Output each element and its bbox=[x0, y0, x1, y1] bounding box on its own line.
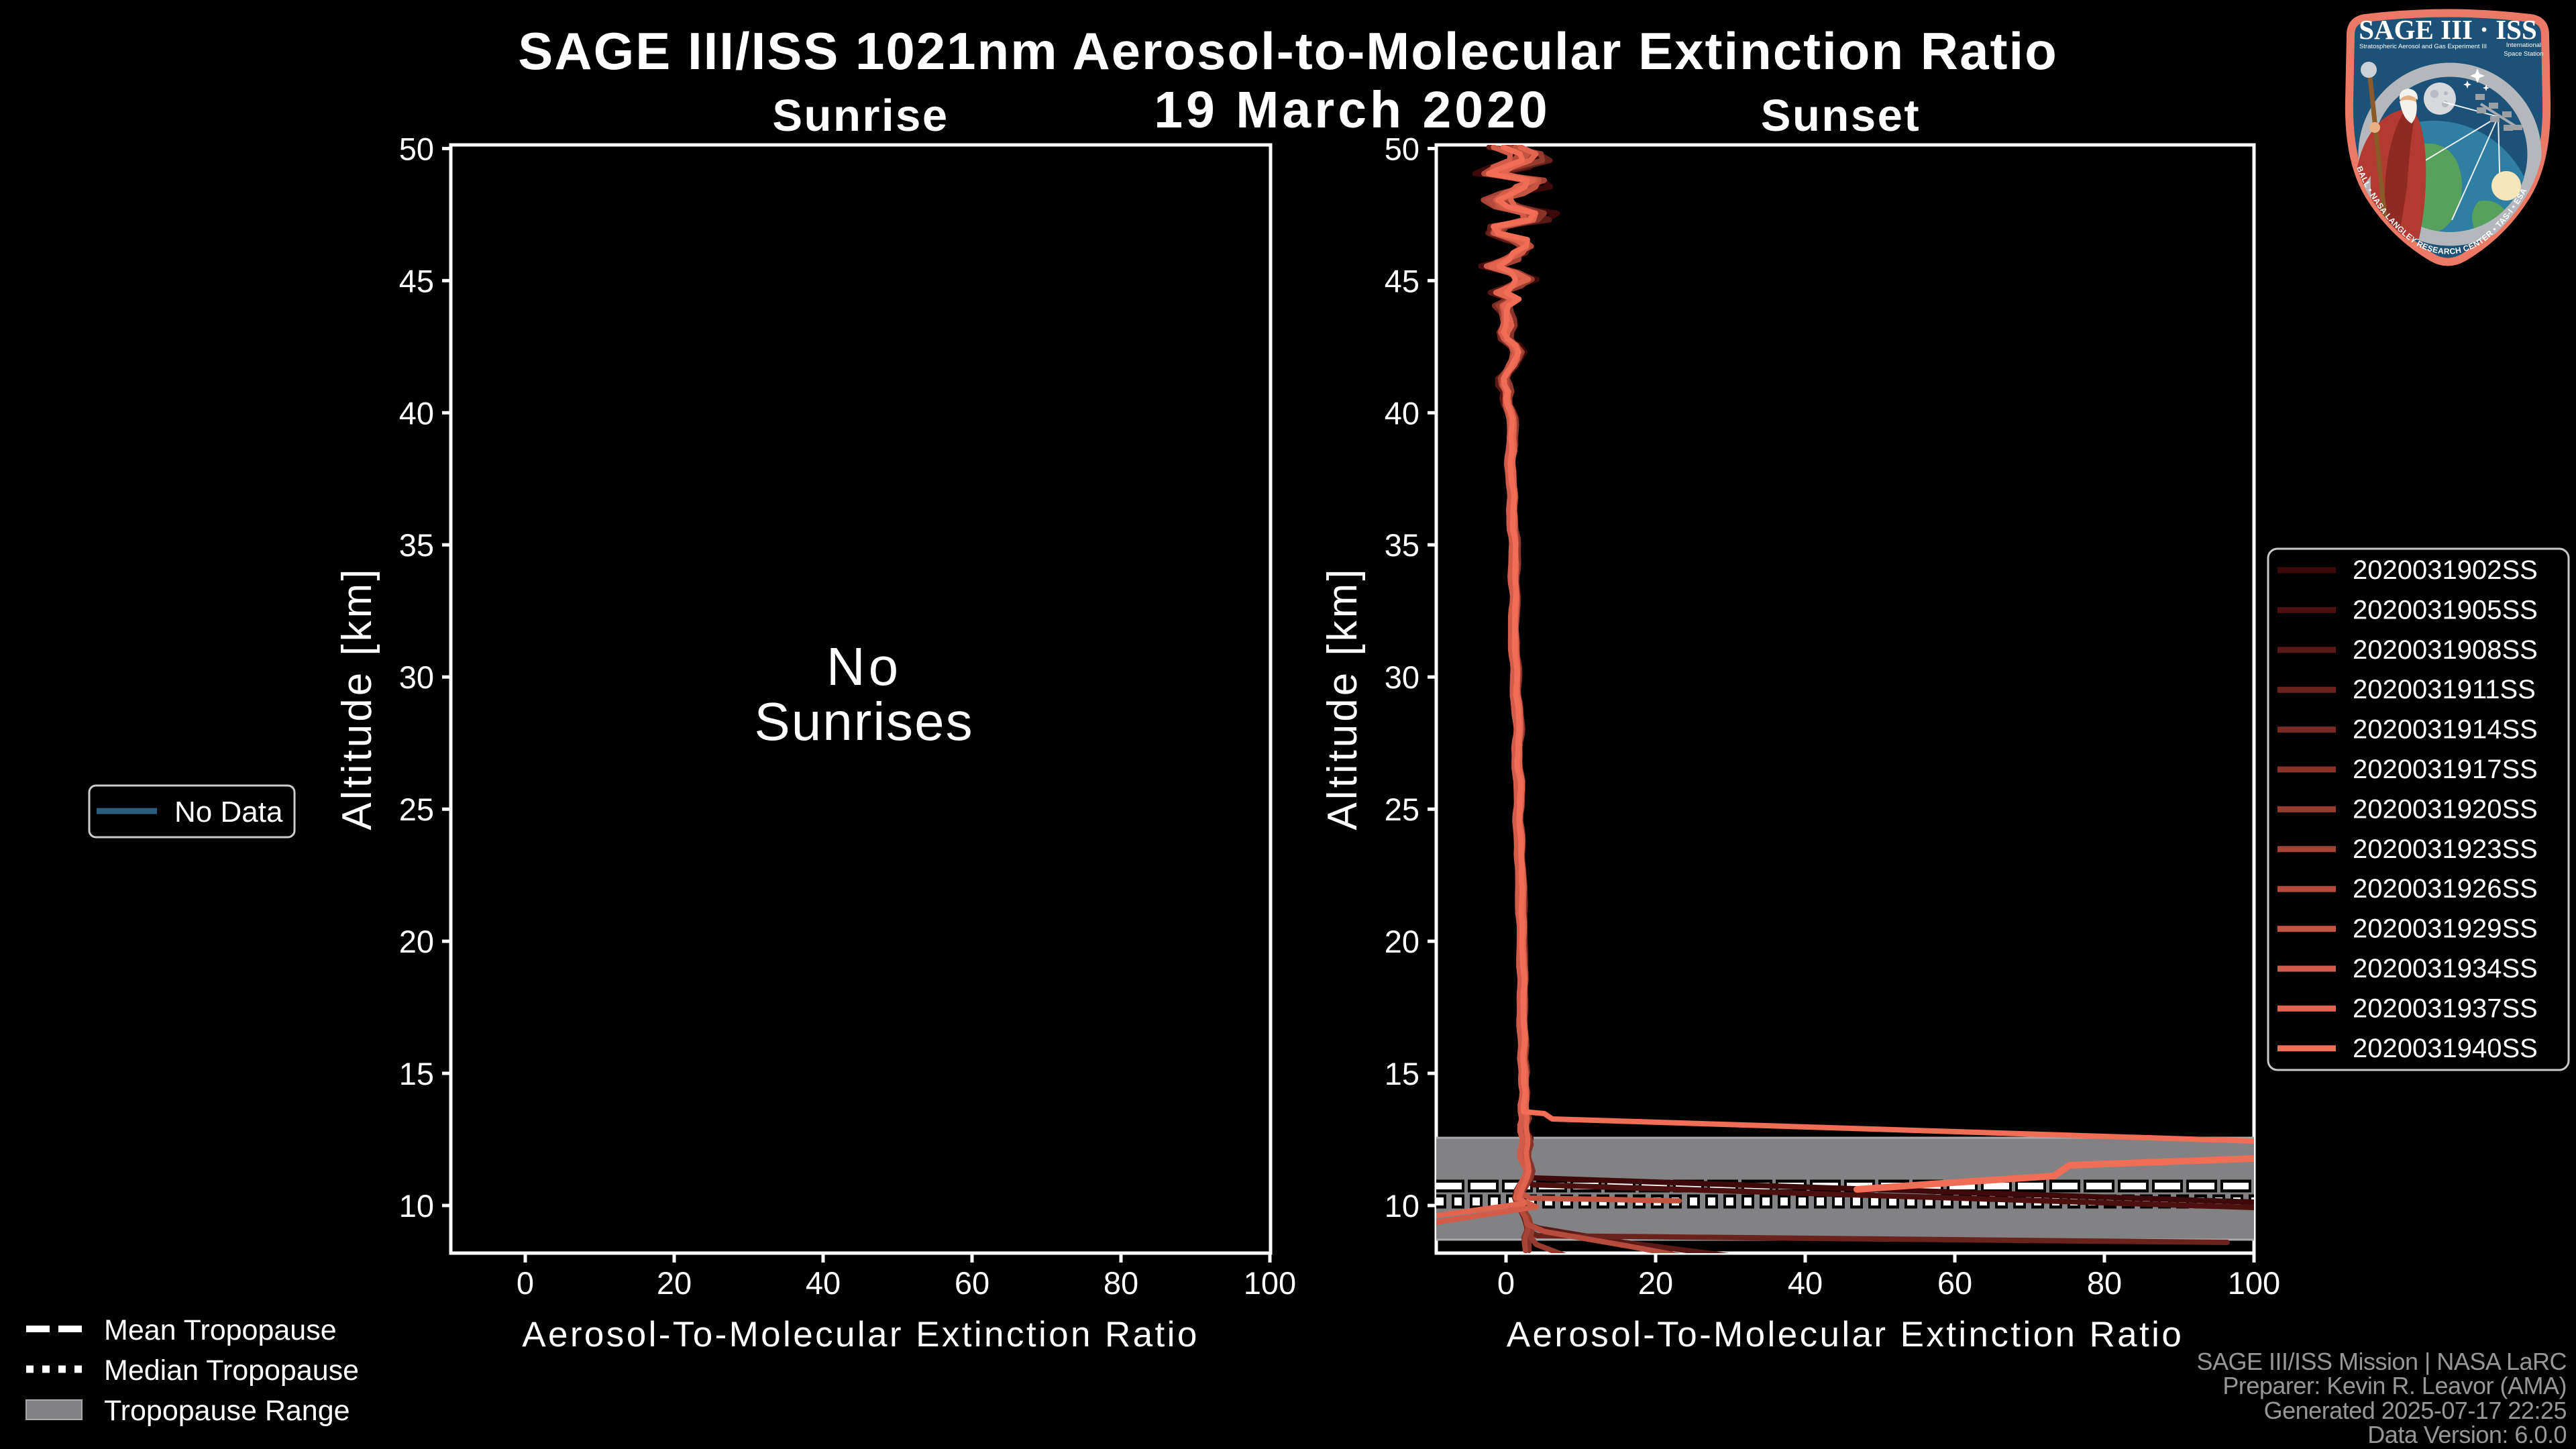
svg-text:2020031929SS: 2020031929SS bbox=[2353, 914, 2538, 944]
svg-text:SAGE III/ISS Mission | NASA La: SAGE III/ISS Mission | NASA LaRC bbox=[2196, 1348, 2567, 1375]
svg-text:60: 60 bbox=[955, 1265, 989, 1301]
svg-text:0: 0 bbox=[517, 1265, 534, 1301]
svg-text:40: 40 bbox=[1385, 395, 1419, 431]
svg-text:No Data: No Data bbox=[174, 796, 283, 828]
svg-text:0: 0 bbox=[1497, 1265, 1515, 1301]
svg-text:2020031934SS: 2020031934SS bbox=[2353, 954, 2538, 983]
svg-text:30: 30 bbox=[1385, 659, 1419, 695]
svg-text:Aerosol-To-Molecular Extinctio: Aerosol-To-Molecular Extinction Ratio bbox=[522, 1315, 1199, 1354]
svg-text:20: 20 bbox=[1385, 924, 1419, 959]
svg-text:Generated 2025-07-17 22:25: Generated 2025-07-17 22:25 bbox=[2264, 1397, 2567, 1424]
svg-text:30: 30 bbox=[399, 659, 434, 695]
svg-text:Aerosol-To-Molecular Extinctio: Aerosol-To-Molecular Extinction Ratio bbox=[1507, 1315, 2184, 1354]
svg-text:20: 20 bbox=[657, 1265, 692, 1301]
svg-text:2020031902SS: 2020031902SS bbox=[2353, 555, 2538, 585]
svg-text:20: 20 bbox=[1638, 1265, 1673, 1301]
svg-text:Space Station: Space Station bbox=[2504, 50, 2543, 58]
svg-text:Median Tropopause: Median Tropopause bbox=[104, 1354, 359, 1387]
svg-text:25: 25 bbox=[1385, 792, 1419, 827]
svg-text:Tropopause Range: Tropopause Range bbox=[104, 1395, 350, 1427]
svg-text:International: International bbox=[2506, 42, 2541, 49]
svg-text:100: 100 bbox=[1244, 1265, 1296, 1301]
svg-text:20: 20 bbox=[399, 924, 434, 959]
svg-text:2020031905SS: 2020031905SS bbox=[2353, 595, 2538, 625]
svg-text:60: 60 bbox=[1937, 1265, 1972, 1301]
svg-text:2020031940SS: 2020031940SS bbox=[2353, 1034, 2538, 1063]
svg-text:2020031920SS: 2020031920SS bbox=[2353, 794, 2538, 824]
svg-text:2020031914SS: 2020031914SS bbox=[2353, 715, 2538, 745]
svg-text:Stratospheric Aerosol and Gas: Stratospheric Aerosol and Gas Experiment… bbox=[2359, 43, 2487, 50]
svg-text:2020031923SS: 2020031923SS bbox=[2353, 835, 2538, 864]
svg-text:2020031926SS: 2020031926SS bbox=[2353, 874, 2538, 904]
svg-text:Sunrises: Sunrises bbox=[754, 692, 973, 751]
svg-text:50: 50 bbox=[1385, 131, 1419, 166]
svg-text:19 March 2020: 19 March 2020 bbox=[1154, 81, 1551, 139]
svg-text:45: 45 bbox=[1385, 263, 1419, 299]
svg-text:100: 100 bbox=[2228, 1265, 2280, 1301]
svg-text:35: 35 bbox=[1385, 527, 1419, 563]
svg-text:SAGE III/ISS 1021nm Aerosol-to: SAGE III/ISS 1021nm Aerosol-to-Molecular… bbox=[518, 21, 2058, 80]
svg-text:Preparer: Kevin R. Leavor (AMA: Preparer: Kevin R. Leavor (AMA) bbox=[2222, 1372, 2567, 1399]
svg-text:25: 25 bbox=[399, 792, 434, 827]
svg-text:35: 35 bbox=[399, 527, 434, 563]
svg-text:Altitude [km]: Altitude [km] bbox=[334, 566, 380, 830]
svg-text:10: 10 bbox=[1385, 1188, 1419, 1224]
svg-text:40: 40 bbox=[1788, 1265, 1823, 1301]
svg-text:10: 10 bbox=[399, 1188, 434, 1224]
svg-text:40: 40 bbox=[806, 1265, 841, 1301]
svg-text:Sunset: Sunset bbox=[1761, 91, 1921, 141]
svg-text:15: 15 bbox=[1385, 1056, 1419, 1091]
svg-text:Mean Tropopause: Mean Tropopause bbox=[104, 1314, 337, 1346]
svg-text:80: 80 bbox=[1104, 1265, 1138, 1301]
svg-text:2020031908SS: 2020031908SS bbox=[2353, 635, 2538, 665]
svg-text:Altitude [km]: Altitude [km] bbox=[1320, 566, 1366, 830]
svg-text:2020031917SS: 2020031917SS bbox=[2353, 755, 2538, 784]
svg-text:Data Version: 6.0.0: Data Version: 6.0.0 bbox=[2367, 1421, 2567, 1448]
svg-text:50: 50 bbox=[399, 131, 434, 166]
svg-text:2020031937SS: 2020031937SS bbox=[2353, 994, 2538, 1023]
svg-text:2020031911SS: 2020031911SS bbox=[2353, 675, 2536, 704]
svg-text:Sunrise: Sunrise bbox=[772, 91, 949, 141]
svg-text:SAGE III · ISS: SAGE III · ISS bbox=[2359, 14, 2537, 45]
svg-text:45: 45 bbox=[399, 263, 434, 299]
svg-text:40: 40 bbox=[399, 395, 434, 431]
svg-text:80: 80 bbox=[2087, 1265, 2122, 1301]
svg-text:No: No bbox=[826, 637, 902, 696]
svg-text:15: 15 bbox=[399, 1056, 434, 1091]
